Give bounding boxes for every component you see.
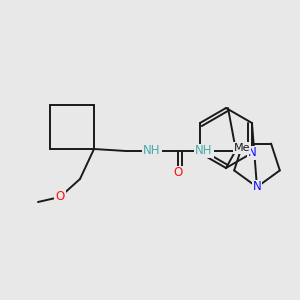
Text: N: N (253, 181, 261, 194)
Text: NH: NH (143, 145, 161, 158)
Text: Me: Me (234, 143, 250, 153)
Text: NH: NH (195, 145, 213, 158)
Text: O: O (173, 167, 183, 179)
Text: N: N (248, 146, 256, 160)
Text: O: O (56, 190, 64, 203)
